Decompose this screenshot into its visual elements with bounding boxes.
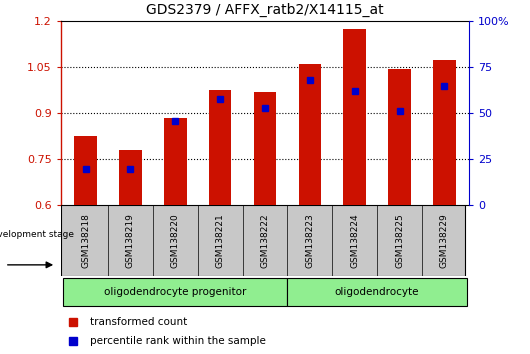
Bar [119,150,142,205]
Text: development stage: development stage [0,229,75,239]
Text: GSM138220: GSM138220 [171,213,180,268]
Text: oligodendrocyte: oligodendrocyte [335,287,419,297]
Bar [433,59,456,205]
Bar [298,64,321,205]
Text: GSM138218: GSM138218 [81,213,90,268]
Bar [254,92,276,205]
Text: oligodendrocyte progenitor: oligodendrocyte progenitor [104,287,246,297]
Title: GDS2379 / AFFX_ratb2/X14115_at: GDS2379 / AFFX_ratb2/X14115_at [146,3,384,17]
Bar [343,29,366,205]
Bar [388,69,411,205]
Bar [209,90,232,205]
Bar [164,118,187,205]
Text: GSM138221: GSM138221 [216,213,225,268]
Bar [74,136,97,205]
Text: GSM138222: GSM138222 [261,213,269,268]
Text: GSM138229: GSM138229 [440,213,449,268]
Text: percentile rank within the sample: percentile rank within the sample [90,336,266,346]
Bar [63,278,287,306]
Bar [287,278,467,306]
Text: GSM138223: GSM138223 [305,213,314,268]
Text: GSM138225: GSM138225 [395,213,404,268]
Text: transformed count: transformed count [90,318,187,327]
Text: GSM138219: GSM138219 [126,213,135,268]
Text: GSM138224: GSM138224 [350,213,359,268]
